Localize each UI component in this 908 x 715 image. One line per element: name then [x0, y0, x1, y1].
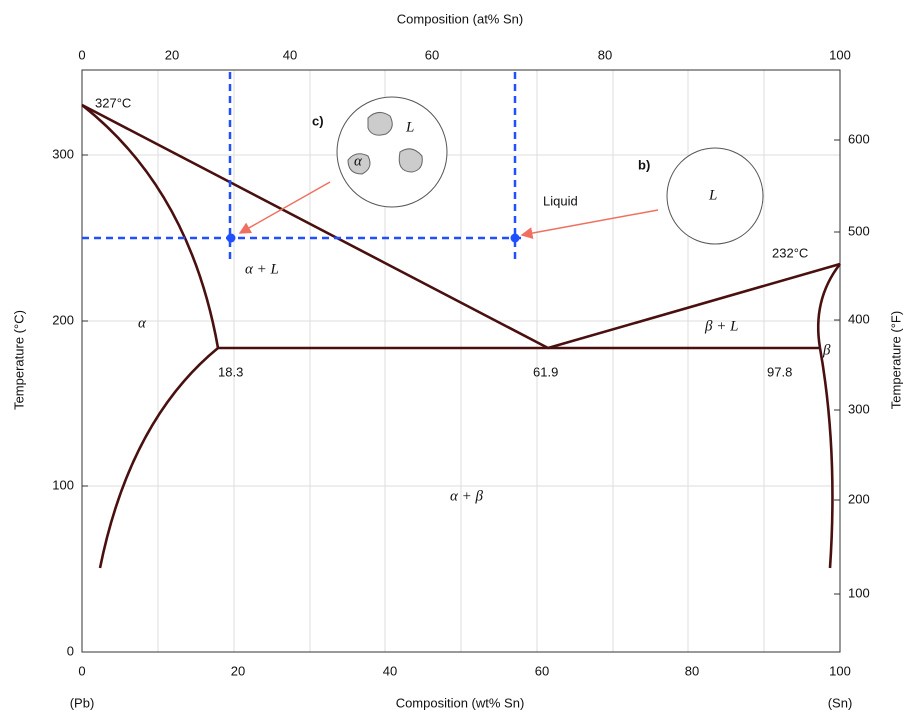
axis-end-label: (Pb) — [70, 695, 95, 710]
tick-label: 20 — [165, 47, 179, 62]
tick-label: 100 — [848, 585, 870, 600]
guides — [82, 72, 659, 260]
tick-label: 100 — [52, 477, 74, 492]
tick-label: 100 — [829, 663, 851, 678]
tick-label: 20 — [231, 663, 245, 678]
annotation: 61.9 — [533, 364, 558, 379]
tick-label: 60 — [535, 663, 549, 678]
annotation: 18.3 — [218, 364, 243, 379]
tick-label: 300 — [52, 146, 74, 161]
grid — [82, 70, 840, 652]
tick-label: 40 — [383, 663, 397, 678]
axis-title: Temperature (°C) — [11, 310, 26, 410]
tick-label: 600 — [848, 131, 870, 146]
tick-label: 0 — [67, 643, 74, 658]
annotation: Liquid — [543, 193, 578, 208]
tick-label: 500 — [848, 223, 870, 238]
tick-label: 200 — [52, 312, 74, 327]
microstructure-circles — [336, 96, 764, 245]
plot-frame — [81, 69, 841, 653]
phase-label: α + β — [450, 488, 483, 504]
tick-label: 200 — [848, 491, 870, 506]
tick-label: 0 — [78, 47, 85, 62]
tick-label: 100 — [829, 47, 851, 62]
tick-label: 60 — [425, 47, 439, 62]
annotation: b) — [638, 157, 650, 172]
axis-title: Composition (wt% Sn) — [396, 695, 525, 710]
ticks — [82, 139, 840, 595]
tick-label: 300 — [848, 401, 870, 416]
annotation: c) — [312, 113, 324, 128]
phase-label: α — [138, 315, 147, 331]
phase-label: β + L — [704, 318, 738, 334]
axis-end-label: (Sn) — [828, 695, 853, 710]
labels: Composition (at% Sn) Composition (wt% Sn… — [11, 11, 903, 710]
phase-label: α — [354, 153, 363, 169]
tick-label: 400 — [848, 311, 870, 326]
phase-label: β — [822, 342, 831, 358]
phase-label: L — [708, 187, 717, 203]
phase-boundaries — [81, 103, 842, 569]
phase-label: α + L — [245, 261, 279, 277]
tick-label: 0 — [78, 663, 85, 678]
tick-label: 80 — [685, 663, 699, 678]
annotation: 327°C — [95, 95, 131, 110]
tick-label: 80 — [598, 47, 612, 62]
axis-title: Temperature (°F) — [888, 311, 903, 409]
annotation: 97.8 — [767, 364, 792, 379]
phase-label: L — [405, 119, 414, 135]
axis-title: Composition (at% Sn) — [397, 11, 523, 26]
tick-label: 40 — [283, 47, 297, 62]
annotation: 232°C — [772, 245, 808, 260]
